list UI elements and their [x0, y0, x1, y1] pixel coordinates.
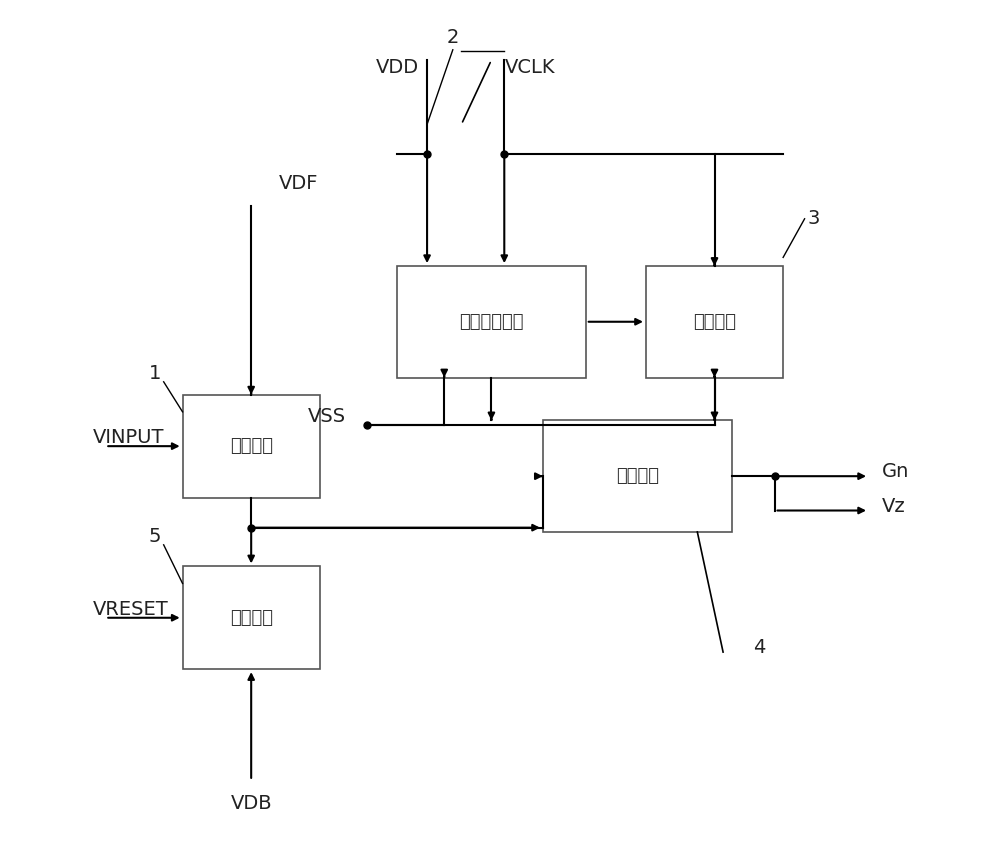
Text: VCLK: VCLK	[505, 58, 555, 77]
FancyBboxPatch shape	[543, 420, 732, 532]
Text: 上拉模块: 上拉模块	[616, 468, 659, 485]
Text: VSS: VSS	[307, 407, 346, 426]
Text: VDD: VDD	[375, 58, 419, 77]
Text: 1: 1	[149, 364, 161, 383]
Text: 5: 5	[149, 527, 161, 546]
FancyBboxPatch shape	[397, 266, 586, 378]
Text: 输入模块: 输入模块	[230, 438, 273, 455]
Text: 3: 3	[807, 209, 820, 228]
FancyBboxPatch shape	[646, 266, 783, 378]
Text: 复位模块: 复位模块	[230, 609, 273, 626]
FancyBboxPatch shape	[183, 566, 320, 669]
Text: 2: 2	[447, 28, 459, 47]
Text: Gn: Gn	[882, 462, 909, 481]
Text: 下拉模块: 下拉模块	[693, 313, 736, 330]
Text: 下拉控制模块: 下拉控制模块	[459, 313, 524, 330]
Text: VINPUT: VINPUT	[92, 428, 164, 447]
Text: 4: 4	[753, 638, 765, 657]
Text: VDB: VDB	[230, 794, 272, 813]
Text: Vz: Vz	[882, 497, 906, 516]
Text: VRESET: VRESET	[92, 600, 168, 619]
FancyBboxPatch shape	[183, 395, 320, 498]
Text: VDF: VDF	[279, 174, 318, 193]
